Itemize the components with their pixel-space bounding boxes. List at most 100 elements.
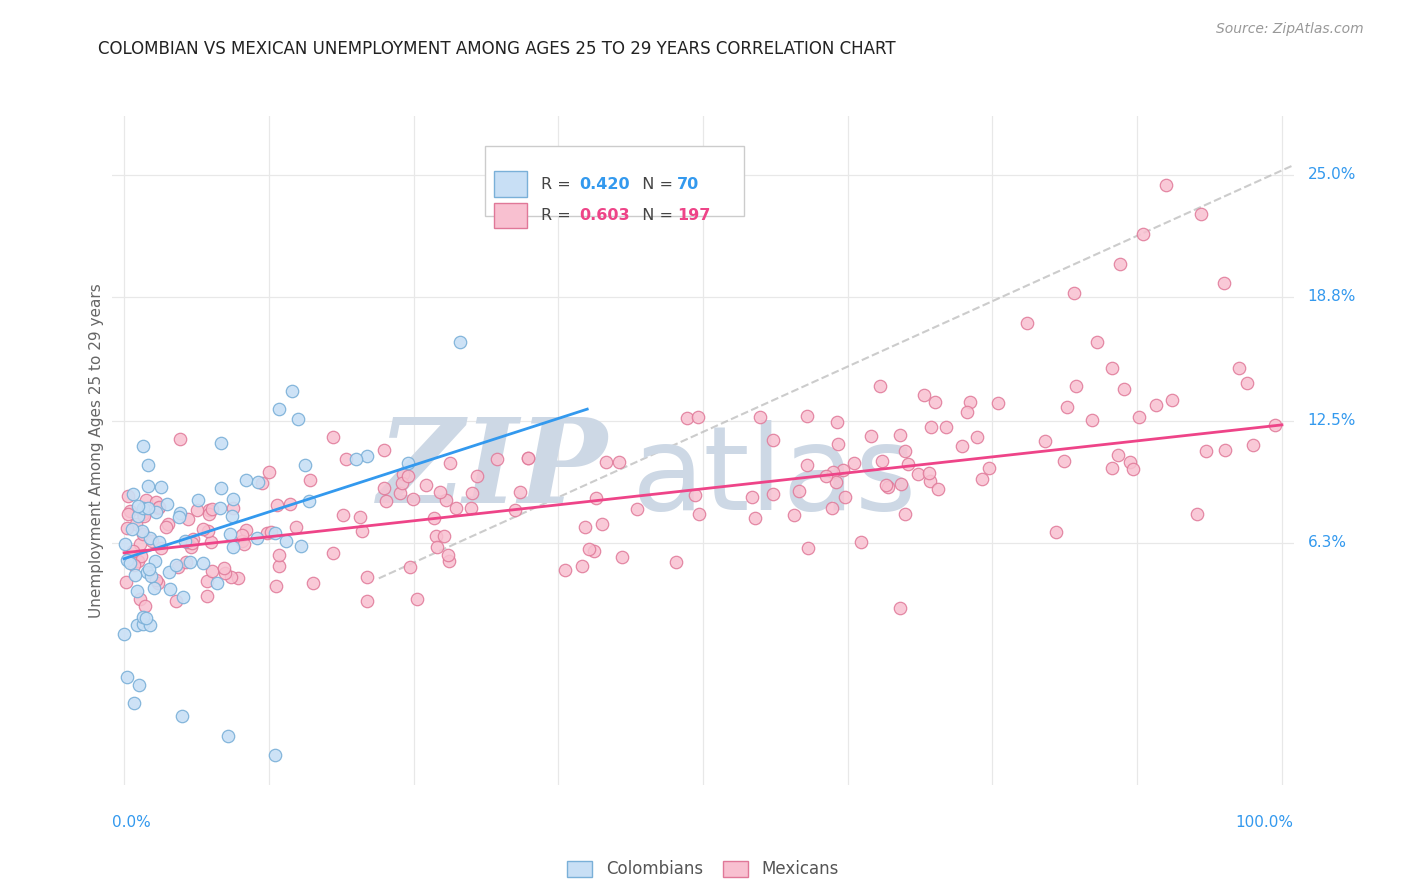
Point: [583, 544, 606, 558]
Point: [749, 410, 772, 425]
Point: [396, 456, 419, 470]
Point: [1056, 400, 1078, 414]
Point: [180, 540, 202, 554]
Point: [169, 432, 191, 446]
Point: [235, 473, 257, 487]
Point: [122, 487, 145, 501]
Point: [264, 526, 287, 541]
Point: [263, 748, 285, 763]
Point: [950, 439, 973, 453]
Point: [117, 489, 139, 503]
Point: [744, 511, 766, 525]
Point: [128, 591, 150, 606]
Point: [897, 457, 920, 471]
Text: 70: 70: [678, 177, 699, 192]
Point: [762, 487, 785, 501]
Point: [117, 521, 139, 535]
Point: [298, 494, 321, 508]
Point: [392, 467, 415, 481]
Point: [398, 559, 420, 574]
Point: [860, 429, 883, 443]
Point: [607, 455, 630, 469]
Point: [132, 617, 155, 632]
Point: [267, 559, 290, 574]
Point: [574, 519, 596, 533]
Point: [221, 491, 243, 506]
Point: [157, 565, 180, 579]
Point: [1119, 455, 1142, 469]
Point: [260, 524, 283, 539]
Point: [120, 549, 142, 564]
Point: [918, 474, 941, 488]
Point: [335, 451, 357, 466]
Point: [165, 558, 187, 572]
Point: [134, 599, 156, 613]
Point: [1063, 286, 1085, 301]
Point: [571, 558, 593, 573]
Point: [686, 409, 709, 424]
Point: [1189, 207, 1212, 221]
Point: [388, 486, 411, 500]
Point: [114, 537, 136, 551]
Point: [259, 465, 281, 479]
Point: [1264, 418, 1286, 433]
Point: [1160, 392, 1182, 407]
Point: [191, 522, 214, 536]
Point: [823, 465, 845, 479]
Point: [834, 491, 856, 505]
Point: [449, 335, 471, 350]
Point: [610, 549, 633, 564]
Point: [434, 492, 457, 507]
Point: [294, 458, 316, 472]
Point: [195, 574, 218, 589]
Point: [1213, 442, 1236, 457]
Point: [212, 561, 235, 575]
Point: [907, 467, 929, 482]
Point: [252, 476, 274, 491]
Point: [138, 561, 160, 575]
Point: [1107, 448, 1129, 462]
Point: [214, 566, 236, 581]
Point: [927, 482, 949, 496]
Point: [136, 501, 159, 516]
Point: [246, 531, 269, 545]
Point: [122, 697, 145, 711]
Point: [439, 456, 461, 470]
Point: [132, 501, 155, 516]
Point: [201, 564, 224, 578]
Point: [787, 484, 810, 499]
Point: [1187, 508, 1209, 522]
Point: [762, 433, 785, 447]
Point: [436, 548, 458, 562]
Point: [332, 508, 354, 522]
Point: [131, 524, 153, 539]
Point: [349, 509, 371, 524]
Text: N =: N =: [633, 208, 678, 223]
Point: [221, 540, 243, 554]
Point: [935, 420, 957, 434]
Point: [1017, 316, 1039, 330]
Point: [1064, 379, 1087, 393]
Point: [128, 678, 150, 692]
Point: [128, 537, 150, 551]
Point: [231, 527, 253, 541]
Point: [1213, 277, 1236, 291]
Point: [465, 469, 488, 483]
Point: [688, 507, 710, 521]
Point: [156, 497, 179, 511]
Text: N =: N =: [633, 177, 678, 192]
Point: [159, 582, 181, 596]
Point: [1154, 178, 1177, 192]
Point: [444, 500, 467, 515]
Point: [1081, 412, 1104, 426]
Point: [132, 507, 155, 521]
Point: [869, 379, 891, 393]
Point: [889, 600, 911, 615]
Point: [796, 458, 818, 472]
Point: [350, 524, 373, 538]
Point: [167, 510, 190, 524]
Point: [460, 500, 482, 515]
Text: 197: 197: [678, 208, 710, 223]
Point: [1053, 454, 1076, 468]
Point: [211, 481, 233, 495]
